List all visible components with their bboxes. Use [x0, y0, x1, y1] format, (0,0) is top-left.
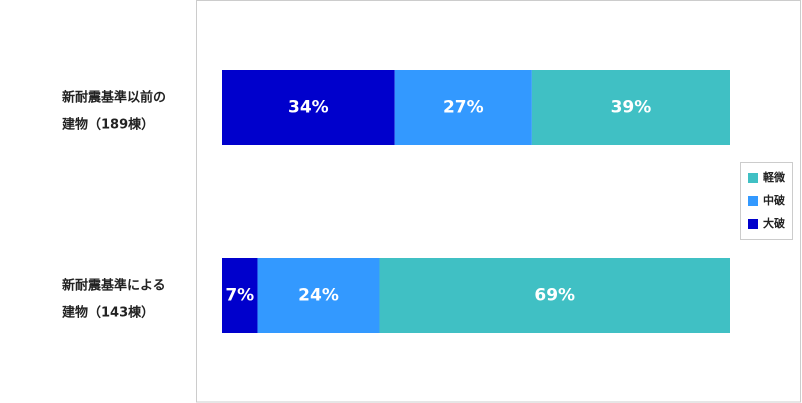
bar-segment	[379, 258, 730, 333]
value-label: 24%	[298, 286, 339, 306]
bar-segment	[394, 70, 532, 145]
bar-segment	[257, 258, 380, 333]
legend-swatch	[748, 173, 758, 183]
bar-segment	[531, 70, 730, 145]
value-label: 69%	[534, 286, 575, 306]
legend-label: 軽微	[763, 170, 786, 184]
legend-label: 中破	[763, 193, 785, 207]
category-label: 建物（189棟）	[62, 117, 154, 133]
category-label: 新耐震基準以前の	[62, 90, 166, 106]
bar-segment	[222, 70, 395, 145]
value-label: 7%	[225, 286, 254, 306]
legend-swatch	[748, 219, 758, 229]
value-label: 39%	[611, 98, 652, 118]
value-label: 27%	[443, 98, 484, 118]
category-label: 建物（143棟）	[62, 305, 154, 321]
bar-segment	[222, 258, 258, 333]
category-label: 新耐震基準による	[62, 278, 166, 294]
legend-label: 大破	[763, 216, 785, 230]
legend-swatch	[748, 196, 758, 206]
value-label: 34%	[288, 98, 329, 118]
plot-frame	[196, 0, 801, 403]
